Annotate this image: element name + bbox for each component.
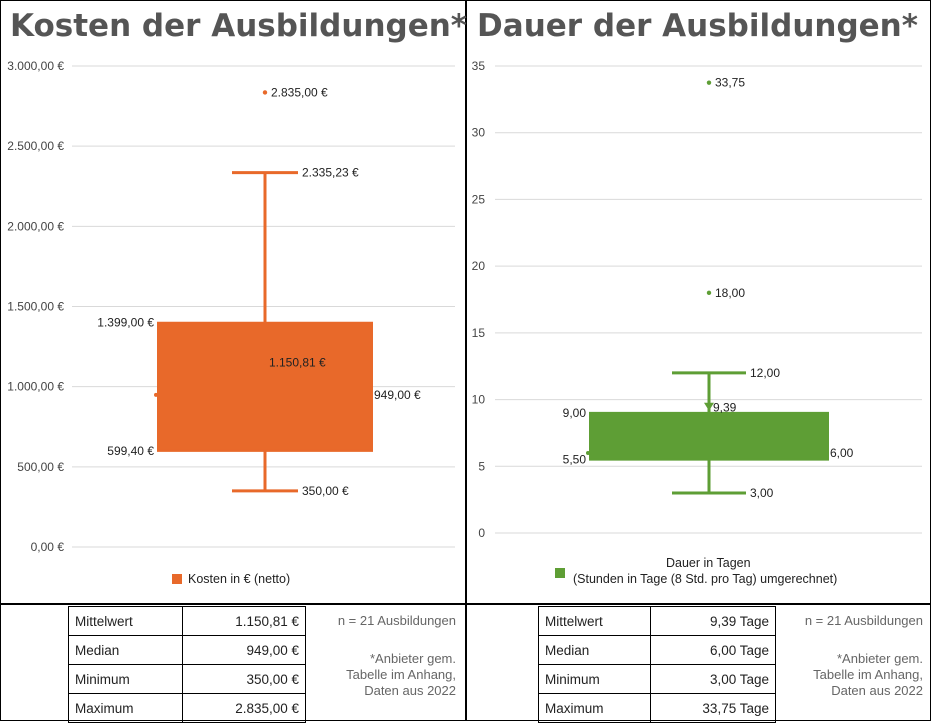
outlier-label: 2.835,00 € xyxy=(271,85,328,99)
stat-label: Maximum xyxy=(67,693,184,723)
panel-divider-horizontal xyxy=(0,603,931,605)
right-legend-label-line1: Dauer in Tagen xyxy=(666,556,751,570)
stat-value: 949,00 € xyxy=(182,635,306,665)
y-tick-label: 0,00 € xyxy=(31,540,65,554)
footnote-line: Daten aus 2022 xyxy=(831,683,923,698)
y-tick-label: 1.000,00 € xyxy=(7,380,64,394)
y-tick-label: 15 xyxy=(472,326,486,340)
left-footnote: *Anbieter gem. Tabelle im Anhang, Daten … xyxy=(310,651,456,699)
whisker-high-label: 2.335,23 € xyxy=(302,166,359,180)
footnote-line: Daten aus 2022 xyxy=(364,683,456,698)
outlier-label: 18,00 xyxy=(715,286,745,300)
footnote-line: *Anbieter gem. xyxy=(370,651,456,666)
y-tick-label: 30 xyxy=(472,126,486,140)
stat-value: 1.150,81 € xyxy=(182,606,306,636)
table-row: Maximum 2.835,00 € xyxy=(67,693,306,723)
stat-label: Mittelwert xyxy=(537,606,652,636)
whisker-high-label: 12,00 xyxy=(750,366,780,380)
whisker-low-label: 350,00 € xyxy=(302,484,349,498)
footnote-line: Tabelle im Anhang, xyxy=(813,667,923,682)
median-label: 949,00 € xyxy=(374,388,421,402)
y-tick-label: 5 xyxy=(478,459,485,473)
stat-label: Minimum xyxy=(537,664,652,694)
mean-label: 9,39 xyxy=(713,401,737,415)
median-marker xyxy=(154,392,158,397)
box-body xyxy=(589,412,829,460)
outlier-point xyxy=(262,90,268,95)
stat-value: 6,00 Tage xyxy=(650,635,776,665)
q3-label: 1.399,00 € xyxy=(97,316,154,330)
outlier-point xyxy=(706,290,712,296)
right-footnote: *Anbieter gem. Tabelle im Anhang, Daten … xyxy=(778,651,923,699)
table-row: Median 6,00 Tage xyxy=(537,635,776,665)
outlier-point xyxy=(706,80,712,85)
y-tick-label: 3.000,00 € xyxy=(7,59,64,73)
right-legend-label-line2: (Stunden in Tage (8 Std. pro Tag) umgere… xyxy=(573,572,838,586)
right-n-note: n = 21 Ausbildungen xyxy=(804,613,923,628)
q1-label: 5,50 xyxy=(563,453,587,467)
stat-label: Median xyxy=(67,635,184,665)
table-row: Mittelwert 9,39 Tage xyxy=(537,606,776,636)
mean-marker xyxy=(704,402,714,411)
y-tick-label: 2.000,00 € xyxy=(7,219,64,233)
right-box-chart: 0 5 10 15 20 25 30 35 18,00 33,75 12,00 3,00 9,00 5,5… xyxy=(472,59,922,540)
y-tick-label: 35 xyxy=(472,59,486,73)
panel-divider-vertical xyxy=(465,0,467,721)
left-n-note: n = 21 Ausbildungen xyxy=(337,613,456,628)
table-row: Median 949,00 € xyxy=(67,635,306,665)
stat-value: 9,39 Tage xyxy=(650,606,776,636)
table-row: Minimum 3,00 Tage xyxy=(537,664,776,694)
y-tick-label: 10 xyxy=(472,393,486,407)
outlier-label: 33,75 xyxy=(715,76,745,90)
q3-label: 9,00 xyxy=(563,406,587,420)
table-row: Mittelwert 1.150,81 € xyxy=(67,606,306,636)
stat-value: 3,00 Tage xyxy=(650,664,776,694)
y-tick-label: 25 xyxy=(472,192,486,206)
y-tick-label: 500,00 € xyxy=(17,460,64,474)
stat-value: 33,75 Tage xyxy=(650,693,776,723)
left-legend: Kosten in € (netto) xyxy=(172,572,290,586)
stat-label: Maximum xyxy=(537,693,652,723)
stat-value: 2.835,00 € xyxy=(182,693,306,723)
median-label: 6,00 xyxy=(830,446,854,460)
footnote-line: *Anbieter gem. xyxy=(837,651,923,666)
right-legend-swatch xyxy=(555,568,565,578)
median-marker xyxy=(586,450,590,455)
mean-label: 1.150,81 € xyxy=(269,355,326,369)
table-row: Maximum 33,75 Tage xyxy=(537,693,776,723)
q1-label: 599,40 € xyxy=(107,444,154,458)
stat-label: Minimum xyxy=(67,664,184,694)
right-stats-table: Mittelwert 9,39 Tage Median 6,00 Tage Mini… xyxy=(537,606,776,723)
mean-marker xyxy=(260,357,270,366)
left-stats-table: Mittelwert 1.150,81 € Median 949,00 € Mini… xyxy=(67,606,306,723)
stat-label: Median xyxy=(537,635,652,665)
y-tick-label: 20 xyxy=(472,259,486,273)
box-body xyxy=(157,322,373,451)
table-row: Minimum 350,00 € xyxy=(67,664,306,694)
y-tick-label: 0 xyxy=(478,526,485,540)
left-legend-label: Kosten in € (netto) xyxy=(188,572,291,586)
left-chart-title: Kosten der Ausbildungen* xyxy=(10,8,468,44)
y-tick-label: 1.500,00 € xyxy=(7,300,64,314)
whisker-low-label: 3,00 xyxy=(750,486,774,500)
right-chart-title: Dauer der Ausbildungen* xyxy=(477,8,918,44)
left-box-chart: 0,00 € 500,00 € 1.000,00 € 1.500,00 € 2.000,… xyxy=(7,59,455,554)
stat-label: Mittelwert xyxy=(67,606,184,636)
stat-value: 350,00 € xyxy=(182,664,306,694)
y-tick-label: 2.500,00 € xyxy=(7,139,64,153)
left-legend-swatch xyxy=(172,574,182,584)
footnote-line: Tabelle im Anhang, xyxy=(346,667,456,682)
